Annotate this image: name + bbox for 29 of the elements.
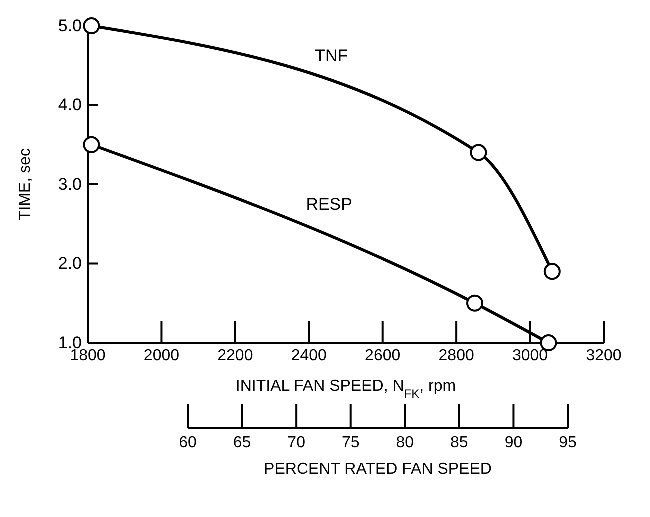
- point: [466, 294, 484, 312]
- series-label: TNF: [315, 46, 348, 66]
- x2-tick-label: 80: [396, 434, 414, 452]
- x-tick-label: 2000: [144, 347, 180, 364]
- x2-tick-label: 75: [342, 434, 360, 452]
- point: [83, 18, 100, 34]
- x2-tick-label: 70: [288, 434, 306, 452]
- x2-tick-label: 65: [233, 434, 252, 452]
- series-label: RESP: [306, 195, 352, 214]
- x2-axis-title: PERCENT RATED FAN SPEED: [264, 461, 492, 478]
- x-axis-title: INITIAL FAN SPEED, N$_{FK}$, rpm: [236, 378, 456, 401]
- x-tick-label: 3000: [512, 347, 548, 364]
- x-tick-label: 2600: [365, 347, 401, 364]
- x-tick-label: 2200: [218, 347, 254, 364]
- point: [83, 136, 100, 154]
- y-tick-label: 5.0: [58, 16, 82, 36]
- x2-tick-label: 95: [559, 434, 577, 452]
- x-tick-label: 3200: [586, 347, 622, 364]
- y-tick-label: 2.0: [58, 254, 82, 274]
- x2-tick-label: 60: [179, 434, 197, 452]
- y-axis-title: TIME, sec: [17, 148, 34, 221]
- point: [470, 144, 488, 162]
- x-tick-label: 2800: [438, 347, 474, 364]
- x2-tick-label: 85: [450, 434, 468, 452]
- point: [544, 263, 561, 280]
- y-tick-label: 3.0: [58, 174, 82, 194]
- x-tick-label: 2400: [291, 347, 328, 364]
- y-tick-label: 4.0: [58, 96, 82, 115]
- x2-tick-label: 90: [504, 434, 523, 452]
